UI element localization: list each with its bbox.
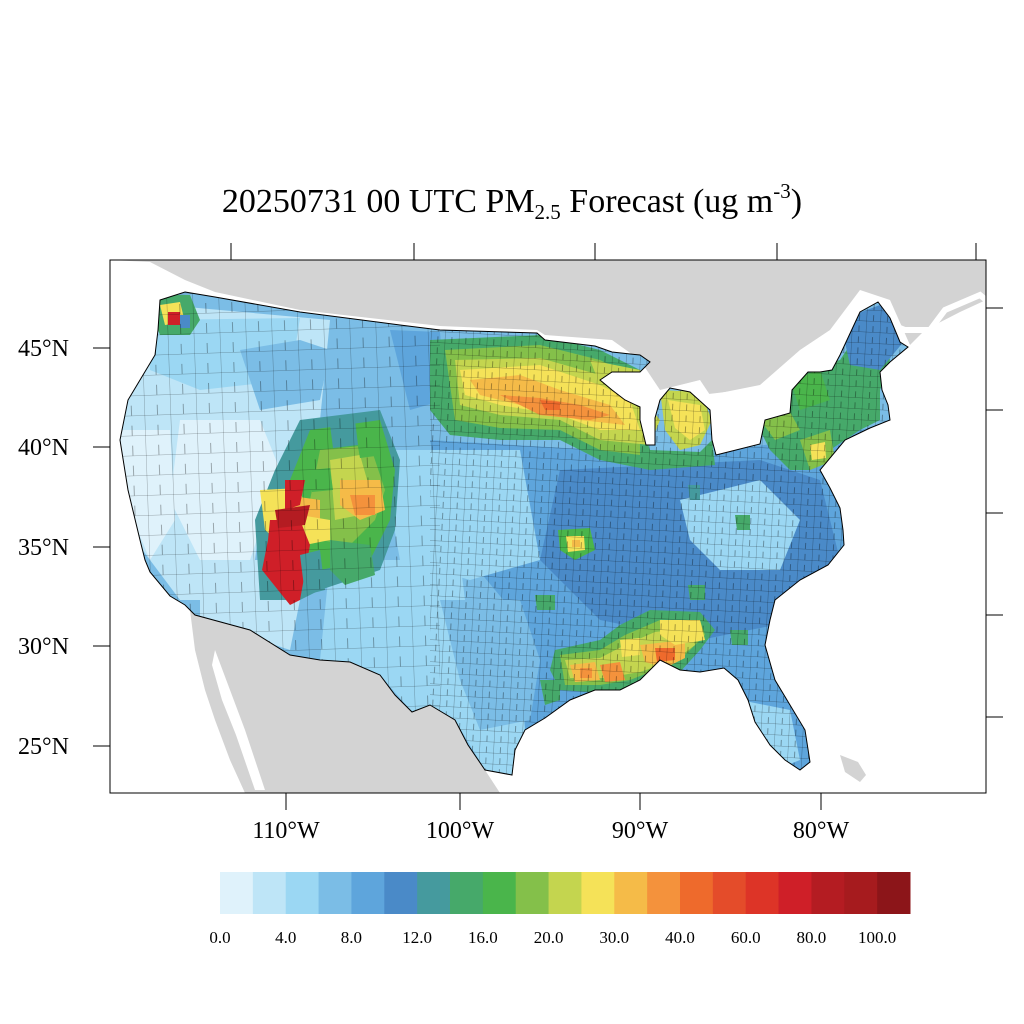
colorbar-swatch [515,872,550,914]
colorbar-swatch [712,872,747,914]
colorbar-swatch [680,872,714,914]
map-border [109,259,987,794]
colorbar-swatch [811,872,845,914]
lon-label: 110°W [252,818,320,844]
colorbar: 0.0 4.0 8.0 12.0 16.0 20.0 30.0 40.0 60.0 80.0 100… [209,872,911,947]
colorbar-swatch [450,872,484,914]
colorbar-swatch [647,872,681,914]
colorbar-label: 12.0 [402,928,432,947]
colorbar-swatch [417,872,451,914]
longitude-labels: 110°W 100°W 90°W 80°W [252,818,849,844]
surrounding-land [110,260,986,793]
colorbar-label: 20.0 [534,928,564,947]
colorbar-swatch [877,872,911,914]
lon-label: 100°W [426,818,495,844]
colorbar-swatch [614,872,648,914]
lat-label: 35°N [18,535,69,561]
colorbar-swatch [581,872,615,914]
lon-label: 90°W [612,818,669,844]
colorbar-swatch [220,872,254,914]
colorbar-label: 40.0 [665,928,695,947]
map-title: 20250731 00 UTC PM2.5 Forecast (ug m-3) [221,179,803,224]
colorbar-label: 0.0 [209,928,230,947]
lon-label: 80°W [793,818,850,844]
colorbar-swatch [318,872,352,914]
colorbar-swatch [778,872,812,914]
colorbar-label: 30.0 [599,928,629,947]
lat-label: 40°N [18,435,69,461]
colorbar-label: 60.0 [731,928,761,947]
colorbar-swatch [351,872,385,914]
colorbar-swatch [844,872,878,914]
colorbar-swatch [548,872,582,914]
colorbar-label: 4.0 [275,928,296,947]
colorbar-swatch [384,872,418,914]
colorbar-label: 8.0 [341,928,362,947]
colorbar-label: 100.0 [858,928,896,947]
lat-label: 25°N [18,734,69,760]
colorbar-swatch [285,872,320,914]
colorbar-label: 16.0 [468,928,498,947]
colorbar-swatch [252,872,287,914]
conus-outline [119,291,909,776]
lat-label: 30°N [18,634,69,660]
axis-ticks [93,243,1003,810]
lat-label: 45°N [18,336,69,362]
colorbar-label: 80.0 [797,928,827,947]
colorbar-swatch [482,872,517,914]
latitude-labels: 45°N 40°N 35°N 30°N 25°N [18,336,69,760]
colorbar-swatch [745,872,780,914]
